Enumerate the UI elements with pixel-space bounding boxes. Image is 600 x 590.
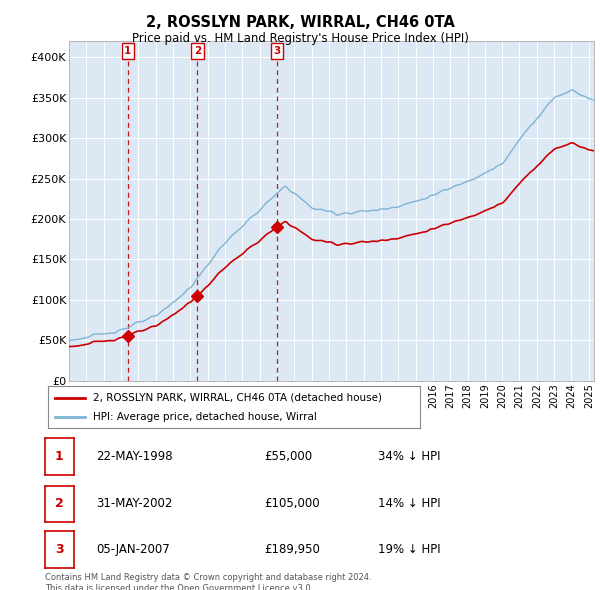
Text: HPI: Average price, detached house, Wirral: HPI: Average price, detached house, Wirr… xyxy=(92,412,317,422)
Text: 2, ROSSLYN PARK, WIRRAL, CH46 0TA: 2, ROSSLYN PARK, WIRRAL, CH46 0TA xyxy=(146,15,454,30)
Text: 2: 2 xyxy=(194,46,201,56)
Text: 3: 3 xyxy=(274,46,281,56)
Text: Price paid vs. HM Land Registry's House Price Index (HPI): Price paid vs. HM Land Registry's House … xyxy=(131,32,469,45)
Text: 1: 1 xyxy=(55,450,64,463)
Text: 19% ↓ HPI: 19% ↓ HPI xyxy=(378,543,440,556)
Text: 2, ROSSLYN PARK, WIRRAL, CH46 0TA (detached house): 2, ROSSLYN PARK, WIRRAL, CH46 0TA (detac… xyxy=(92,392,382,402)
Text: 31-MAY-2002: 31-MAY-2002 xyxy=(96,497,172,510)
Text: £189,950: £189,950 xyxy=(264,543,320,556)
Text: 34% ↓ HPI: 34% ↓ HPI xyxy=(378,450,440,463)
Text: Contains HM Land Registry data © Crown copyright and database right 2024.
This d: Contains HM Land Registry data © Crown c… xyxy=(45,573,371,590)
Text: 2: 2 xyxy=(55,497,64,510)
Text: £55,000: £55,000 xyxy=(264,450,312,463)
Text: 22-MAY-1998: 22-MAY-1998 xyxy=(96,450,173,463)
Text: 1: 1 xyxy=(124,46,131,56)
Text: £105,000: £105,000 xyxy=(264,497,320,510)
Text: 14% ↓ HPI: 14% ↓ HPI xyxy=(378,497,440,510)
Text: 05-JAN-2007: 05-JAN-2007 xyxy=(96,543,170,556)
Text: 3: 3 xyxy=(55,543,64,556)
